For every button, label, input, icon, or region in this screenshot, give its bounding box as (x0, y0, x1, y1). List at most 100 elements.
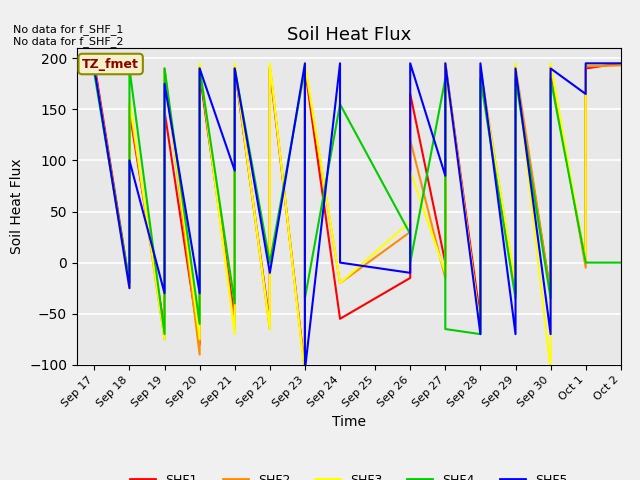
SHF3 (511, 60, 519, 66)
X-axis label: Time: Time (332, 415, 366, 429)
SHF2 (406, 137, 414, 143)
SHF1 (547, 290, 554, 296)
SHF1 (231, 316, 239, 322)
SHF5 (406, 60, 414, 66)
SHF3 (161, 336, 168, 342)
Text: TZ_fmet: TZ_fmet (82, 58, 139, 71)
SHF4 (231, 300, 239, 306)
SHF2 (511, 63, 519, 69)
SHF5 (547, 66, 554, 72)
SHF4 (442, 326, 449, 332)
SHF3 (90, 66, 98, 72)
SHF1 (511, 71, 519, 76)
Y-axis label: Soil Heat Flux: Soil Heat Flux (10, 158, 24, 254)
SHF2 (582, 63, 589, 69)
SHF2 (125, 285, 133, 291)
SHF2 (161, 66, 168, 72)
SHF4 (301, 296, 308, 301)
SHF5 (582, 91, 589, 97)
SHF5 (336, 60, 344, 66)
SHF1 (406, 275, 414, 281)
Text: No data for f_SHF_1
No data for f_SHF_2: No data for f_SHF_1 No data for f_SHF_2 (13, 24, 124, 48)
SHF5 (301, 367, 308, 373)
SHF3 (161, 71, 168, 76)
SHF3 (196, 60, 204, 66)
SHF2 (301, 367, 308, 373)
Legend: SHF1, SHF2, SHF3, SHF4, SHF5: SHF1, SHF2, SHF3, SHF4, SHF5 (125, 468, 572, 480)
SHF3 (511, 280, 519, 286)
SHF1 (617, 60, 625, 66)
SHF3 (406, 219, 414, 225)
Line: SHF4: SHF4 (94, 69, 621, 334)
SHF5 (617, 60, 625, 66)
SHF4 (442, 76, 449, 82)
SHF3 (477, 71, 484, 76)
Line: SHF1: SHF1 (94, 63, 621, 370)
SHF2 (477, 66, 484, 72)
SHF2 (547, 63, 554, 69)
SHF5 (442, 173, 449, 179)
SHF5 (161, 81, 168, 87)
SHF2 (301, 63, 308, 69)
Title: Soil Heat Flux: Soil Heat Flux (287, 25, 411, 44)
SHF1 (511, 290, 519, 296)
SHF1 (125, 108, 133, 114)
Line: SHF3: SHF3 (94, 63, 621, 375)
SHF3 (125, 285, 133, 291)
SHF4 (336, 101, 344, 107)
SHF5 (477, 331, 484, 337)
SHF5 (301, 60, 308, 66)
SHF2 (266, 63, 274, 69)
SHF4 (266, 260, 274, 265)
SHF2 (617, 62, 625, 68)
SHF1 (301, 66, 308, 72)
SHF4 (161, 66, 168, 72)
SHF1 (442, 260, 449, 265)
SHF1 (301, 367, 308, 373)
SHF3 (547, 60, 554, 66)
SHF5 (477, 60, 484, 66)
SHF2 (477, 326, 484, 332)
SHF3 (336, 280, 344, 286)
SHF4 (547, 76, 554, 82)
SHF5 (266, 270, 274, 276)
SHF4 (511, 76, 519, 82)
SHF4 (125, 280, 133, 286)
SHF1 (406, 91, 414, 97)
Line: SHF2: SHF2 (94, 65, 621, 370)
SHF5 (582, 60, 589, 66)
SHF1 (196, 71, 204, 76)
SHF5 (125, 285, 133, 291)
SHF2 (90, 66, 98, 72)
SHF3 (406, 168, 414, 173)
SHF4 (477, 331, 484, 337)
SHF1 (582, 260, 589, 265)
SHF3 (231, 60, 239, 66)
SHF4 (196, 66, 204, 72)
SHF1 (582, 66, 589, 72)
SHF4 (582, 260, 589, 265)
SHF5 (406, 270, 414, 276)
SHF4 (617, 260, 625, 265)
Line: SHF5: SHF5 (94, 63, 621, 370)
SHF3 (196, 336, 204, 342)
SHF3 (301, 372, 308, 378)
SHF5 (161, 290, 168, 296)
SHF3 (266, 326, 274, 332)
SHF1 (161, 326, 168, 332)
SHF3 (266, 60, 274, 66)
SHF2 (547, 290, 554, 296)
SHF1 (161, 108, 168, 114)
SHF1 (266, 66, 274, 72)
SHF5 (442, 60, 449, 66)
SHF1 (442, 60, 449, 66)
SHF2 (442, 63, 449, 69)
SHF3 (125, 96, 133, 102)
SHF5 (511, 66, 519, 72)
SHF2 (442, 275, 449, 281)
SHF4 (231, 66, 239, 72)
SHF1 (547, 71, 554, 76)
SHF5 (336, 260, 344, 265)
SHF2 (231, 63, 239, 69)
SHF1 (90, 60, 98, 66)
